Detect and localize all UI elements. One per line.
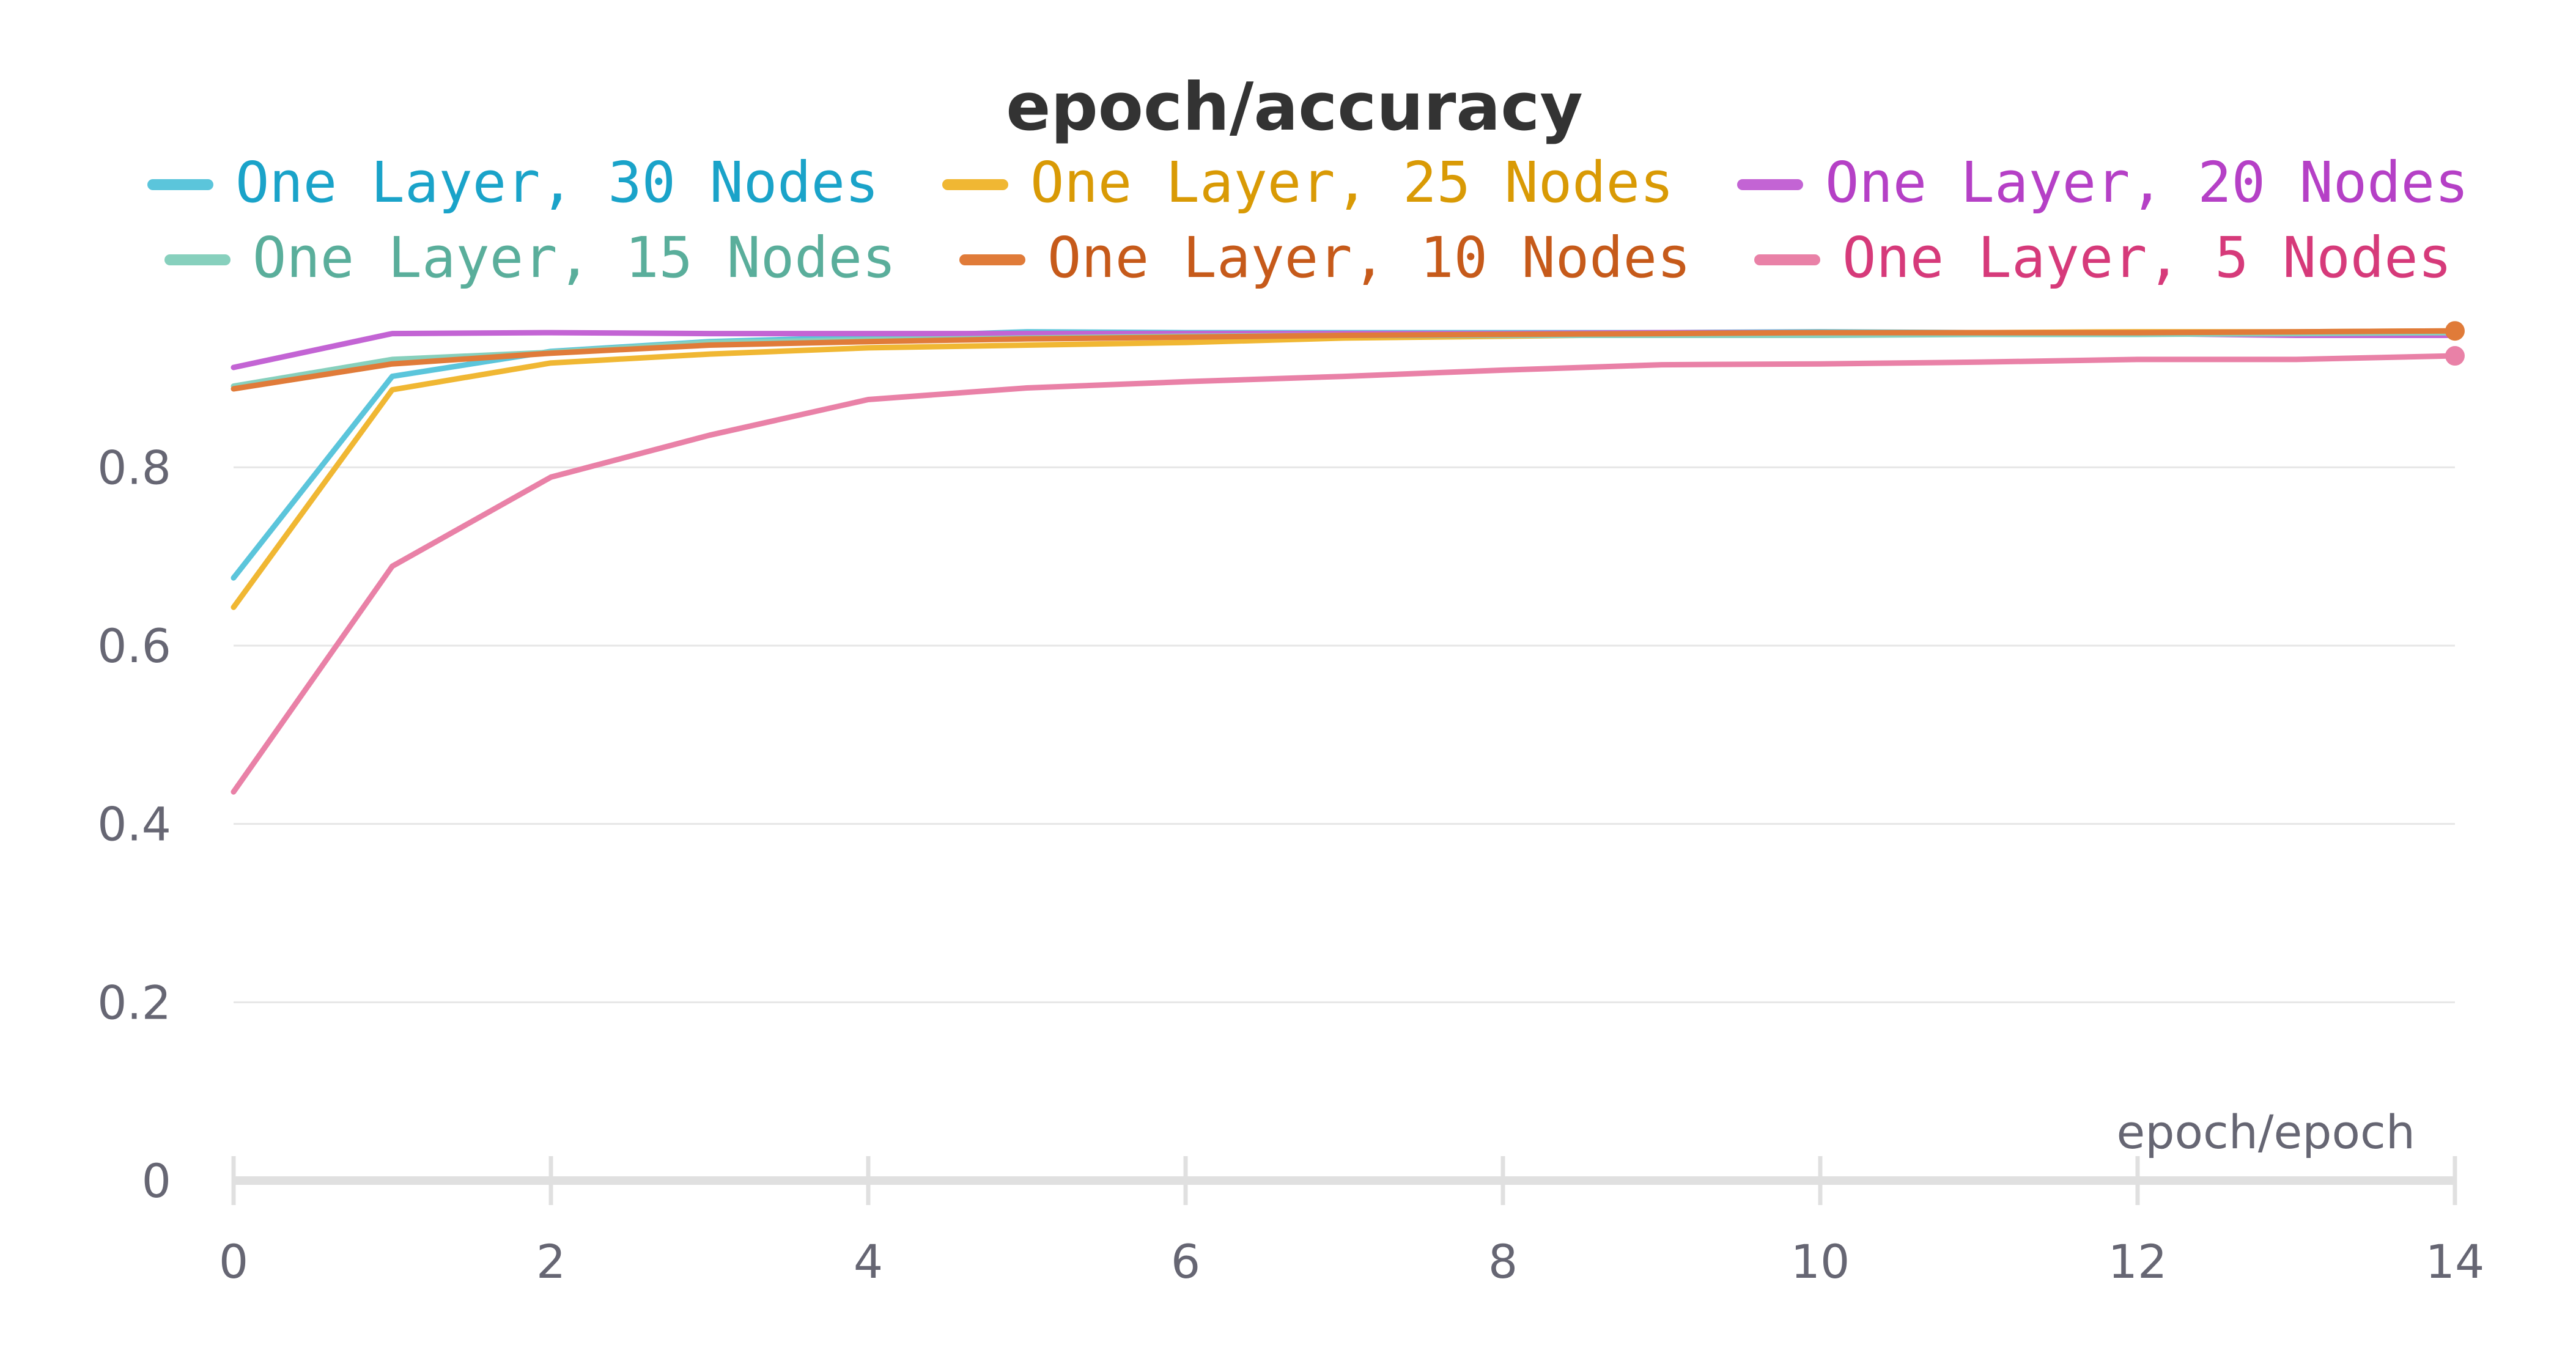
series-line-5 — [231, 353, 2458, 795]
x-tick-label: 14 — [2426, 1234, 2485, 1289]
legend: One Layer, 30 Nodes One Layer, 25 Nodes On… — [147, 150, 2468, 290]
series-line-0 — [231, 329, 2458, 581]
x-tick-label: 10 — [1791, 1234, 1850, 1289]
series-line-4 — [231, 328, 2458, 392]
series-lines — [231, 321, 2465, 795]
x-tick-label: 4 — [854, 1234, 883, 1289]
x-tick-label: 2 — [536, 1234, 566, 1289]
gridlines — [234, 466, 2455, 1003]
y-tick-label: 0.2 — [97, 975, 171, 1030]
legend-label: One Layer, 20 Nodes — [1825, 150, 2468, 215]
y-axis: 0 0.2 0.4 0.6 0.8 — [97, 440, 171, 1208]
x-axis-title: epoch/epoch — [2116, 1105, 2415, 1159]
y-tick-label: 0.6 — [97, 619, 171, 673]
chart-title: epoch/accuracy — [1006, 69, 1582, 146]
x-tick-label: 8 — [1488, 1234, 1518, 1289]
series-end-marker-5 — [2445, 346, 2465, 366]
y-tick-label: 0.4 — [97, 797, 171, 852]
y-tick-label: 0 — [142, 1154, 171, 1208]
legend-label: One Layer, 5 Nodes — [1842, 225, 2452, 290]
legend-label: One Layer, 10 Nodes — [1047, 225, 1691, 290]
legend-label: One Layer, 30 Nodes — [235, 150, 879, 215]
legend-label: One Layer, 25 Nodes — [1030, 150, 1674, 215]
y-tick-label: 0.8 — [97, 440, 171, 495]
legend-label: One Layer, 15 Nodes — [253, 225, 896, 290]
x-tick-label: 6 — [1171, 1234, 1200, 1289]
series-line-1 — [231, 328, 2458, 610]
x-tick-label: 0 — [219, 1234, 248, 1289]
series-end-marker-4 — [2445, 321, 2465, 341]
x-tick-label: 12 — [2108, 1234, 2168, 1289]
x-axis: 0 2 4 6 8 10 12 14 — [219, 1156, 2485, 1289]
